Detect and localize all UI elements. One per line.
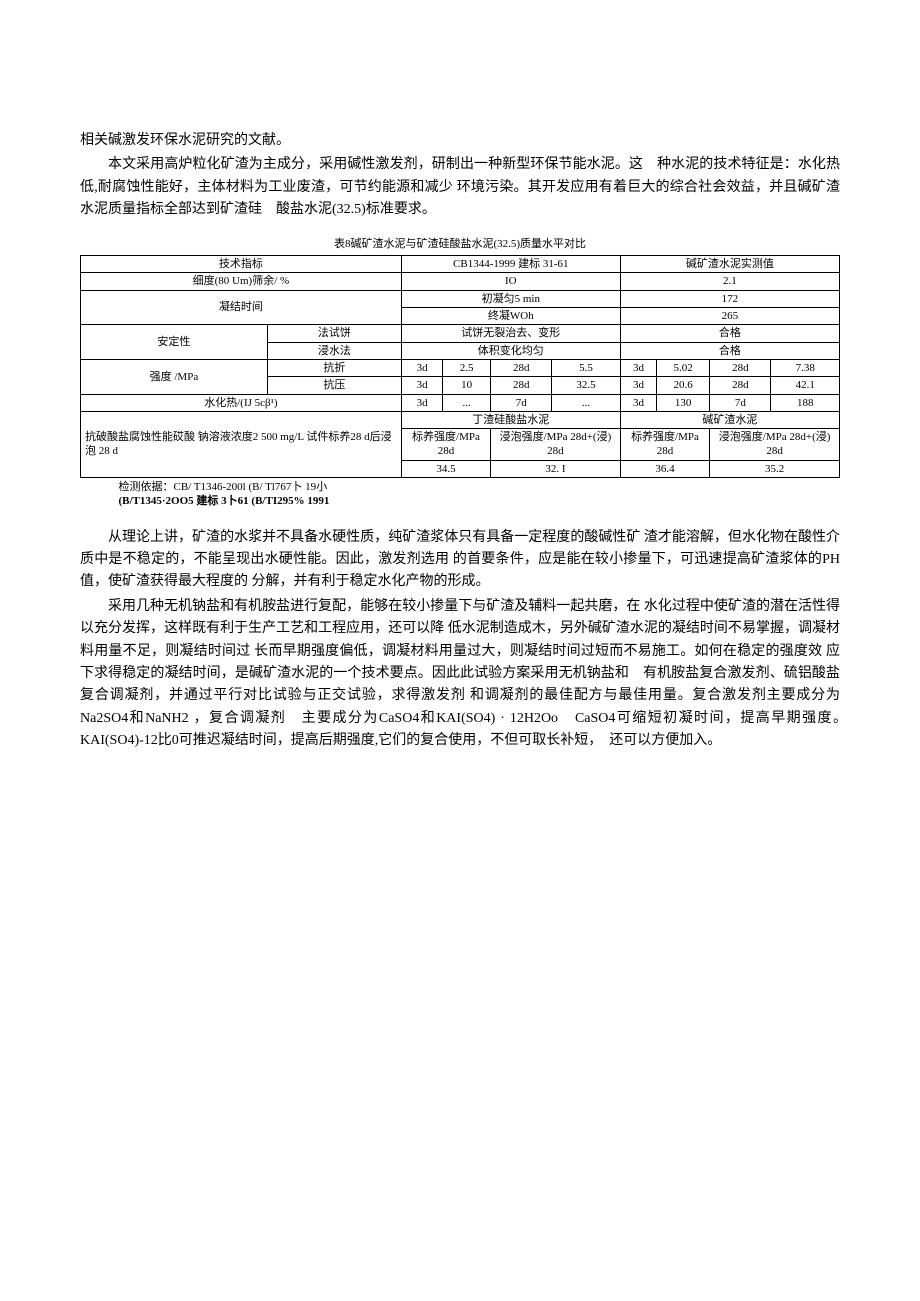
comparison-table: 技术指标 CB1344-1999 建标 31-61 碱矿渣水泥实测值 细度(80… (80, 255, 840, 478)
cell: 丁渣硅酸盐水泥 (401, 411, 620, 428)
cell: 10 (443, 377, 491, 394)
table-row: 细度(80 Um)筛余/ % IO 2.1 (81, 273, 840, 290)
table-title: 表8碱矿渣水泥与矿渣硅酸盐水泥(32.5)质量水平对比 (80, 236, 840, 254)
cell: 浸泡强度/MPa 28d+(浸) 28d (710, 429, 840, 461)
cell: 32.5 (552, 377, 620, 394)
header-std: CB1344-1999 建标 31-61 (401, 256, 620, 273)
cell: 130 (657, 394, 710, 411)
paragraph-1b: 本文采用高炉粒化矿渣为主成分，采用碱性激发剂，研制出一种新型环保节能水泥。这 种… (80, 154, 840, 221)
cell: 体积变化均匀 (401, 342, 620, 359)
table-row: 凝结时间 初凝匀5 min 172 (81, 290, 840, 307)
cell: 7d (491, 394, 552, 411)
cell: 水化热/(IJ 5cβ¹) (81, 394, 402, 411)
cell: 终凝WOh (401, 308, 620, 325)
paragraph-1a: 相关碱激发环保水泥研究的文献。 (80, 130, 840, 152)
cell: ... (443, 394, 491, 411)
cell: 试饼无裂治去、变形 (401, 325, 620, 342)
table-row: 强度 /MPa 抗折 3d 2.5 28d 5.5 3d 5.02 28d 7.… (81, 359, 840, 376)
cell: 265 (620, 308, 839, 325)
cell: 安定性 (81, 325, 268, 360)
cell: 3d (620, 359, 656, 376)
cell: 28d (491, 377, 552, 394)
cell: 3d (401, 394, 442, 411)
cell: 34.5 (401, 460, 490, 477)
cell: 初凝匀5 min (401, 290, 620, 307)
table-footnote: 检测依据：CB/ T1346-200l (B/ Tl767卜 19小 (B/T1… (80, 480, 840, 509)
cell: 2.1 (620, 273, 839, 290)
paragraph-2b: 采用几种无机钠盐和有机胺盐进行复配，能够在较小掺量下与矿渣及辅料一起共磨，在 水… (80, 596, 840, 753)
cell: 碱矿渣水泥 (620, 411, 839, 428)
cell: 5.5 (552, 359, 620, 376)
cell: 3d (401, 377, 442, 394)
cell: 7d (710, 394, 771, 411)
cell: IO (401, 273, 620, 290)
cell: 35.2 (710, 460, 840, 477)
cell: 28d (710, 359, 771, 376)
table-row: 水化热/(IJ 5cβ¹) 3d ... 7d ... 3d 130 7d 18… (81, 394, 840, 411)
cell: 2.5 (443, 359, 491, 376)
cell: 标养强度/MPa 28d (401, 429, 490, 461)
table-row: 安定性 法试饼 试饼无裂治去、变形 合格 (81, 325, 840, 342)
cell: 32. I (491, 460, 621, 477)
cell: 浸泡强度/MPa 28d+(浸) 28d (491, 429, 621, 461)
cell: 5.02 (657, 359, 710, 376)
cell: 28d (710, 377, 771, 394)
cell: 172 (620, 290, 839, 307)
header-meas: 碱矿渣水泥实测值 (620, 256, 839, 273)
table-row: 技术指标 CB1344-1999 建标 31-61 碱矿渣水泥实测值 (81, 256, 840, 273)
cell: 3d (401, 359, 442, 376)
cell: 细度(80 Um)筛余/ % (81, 273, 402, 290)
cell: 抗破酸盐腐蚀性能砹酸 钠溶液浓度2 500 mg/L 试件标养28 d后浸泡 2… (81, 411, 402, 477)
cell: 188 (771, 394, 840, 411)
cell: 凝结时间 (81, 290, 402, 325)
cell: 法试饼 (267, 325, 401, 342)
cell: 28d (491, 359, 552, 376)
table-row: 抗破酸盐腐蚀性能砹酸 钠溶液浓度2 500 mg/L 试件标养28 d后浸泡 2… (81, 411, 840, 428)
cell: 强度 /MPa (81, 359, 268, 394)
cell: ... (552, 394, 620, 411)
cell: 3d (620, 377, 656, 394)
cell: 42.1 (771, 377, 840, 394)
cell: 7.38 (771, 359, 840, 376)
paragraph-2a: 从理论上讲，矿渣的水浆并不具备水硬性质，纯矿渣浆体只有具备一定程度的酸碱性矿 渣… (80, 527, 840, 594)
cell: 标养强度/MPa 28d (620, 429, 709, 461)
cell: 合格 (620, 342, 839, 359)
cell: 3d (620, 394, 656, 411)
header-tech: 技术指标 (81, 256, 402, 273)
cell: 36.4 (620, 460, 709, 477)
cell: 合格 (620, 325, 839, 342)
cell: 20.6 (657, 377, 710, 394)
cell: 抗折 (267, 359, 401, 376)
cell: 抗压 (267, 377, 401, 394)
cell: 浸水法 (267, 342, 401, 359)
